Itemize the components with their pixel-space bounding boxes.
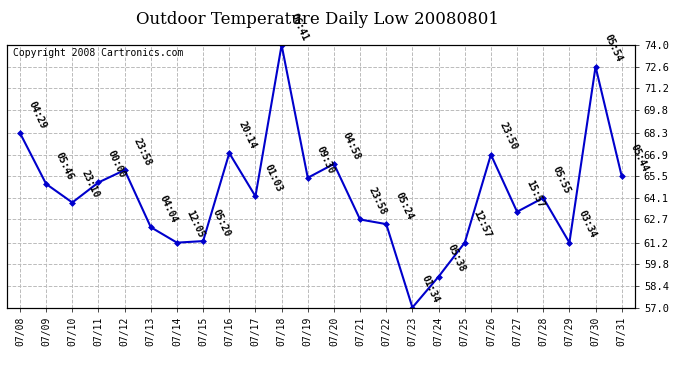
Text: 05:46: 05:46: [53, 150, 75, 181]
Text: 01:34: 01:34: [420, 274, 441, 305]
Text: 05:20: 05:20: [210, 207, 232, 238]
Text: 06:41: 06:41: [288, 11, 310, 42]
Text: 23:10: 23:10: [79, 169, 101, 200]
Text: 12:57: 12:57: [472, 209, 493, 240]
Text: 05:44: 05:44: [629, 142, 650, 174]
Text: 23:58: 23:58: [132, 136, 153, 167]
Text: 00:00: 00:00: [106, 149, 127, 180]
Text: 05:55: 05:55: [550, 164, 571, 195]
Text: 23:58: 23:58: [367, 186, 388, 217]
Text: 23:50: 23:50: [498, 121, 520, 152]
Text: 03:34: 03:34: [576, 209, 598, 240]
Text: 04:04: 04:04: [158, 194, 179, 224]
Text: 05:24: 05:24: [393, 190, 415, 221]
Text: 01:03: 01:03: [262, 163, 284, 194]
Text: 05:38: 05:38: [446, 243, 467, 274]
Text: 05:54: 05:54: [602, 33, 624, 64]
Text: Outdoor Temperature Daily Low 20080801: Outdoor Temperature Daily Low 20080801: [136, 11, 499, 28]
Text: 04:29: 04:29: [27, 99, 48, 130]
Text: 20:14: 20:14: [236, 120, 257, 150]
Text: 12:05: 12:05: [184, 209, 206, 240]
Text: 04:58: 04:58: [341, 130, 362, 161]
Text: 09:30: 09:30: [315, 144, 336, 175]
Text: 15:57: 15:57: [524, 178, 546, 209]
Text: Copyright 2008 Cartronics.com: Copyright 2008 Cartronics.com: [13, 48, 184, 58]
